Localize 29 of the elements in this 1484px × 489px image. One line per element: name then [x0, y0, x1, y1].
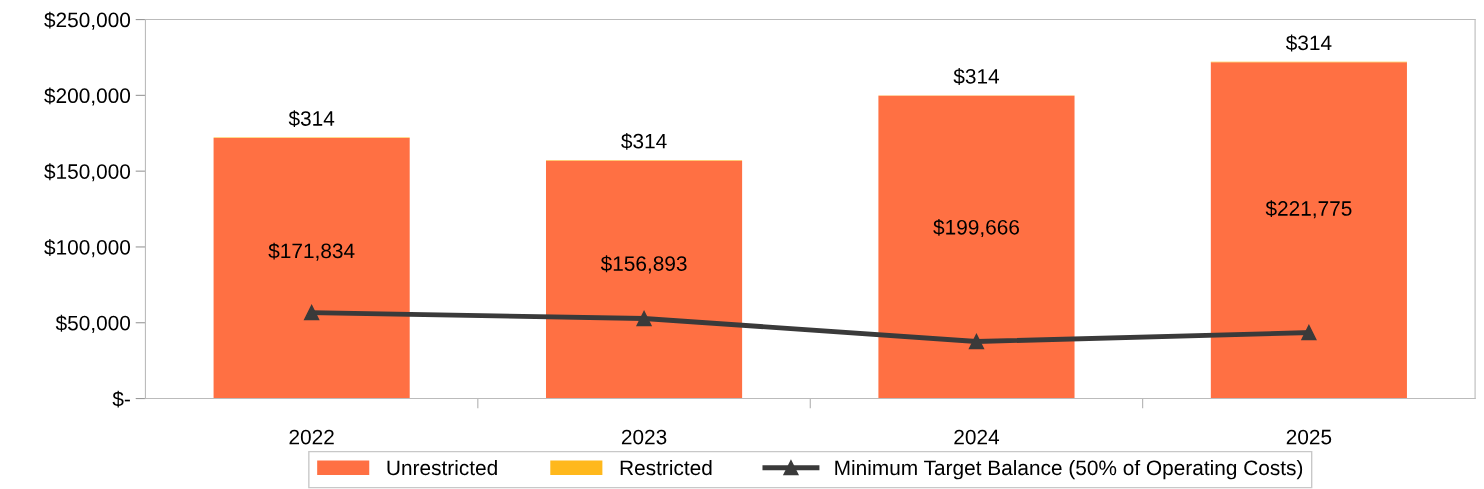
data-label: $314	[288, 110, 335, 128]
legend-label: Restricted	[620, 459, 712, 476]
y-tick-label: $50,000	[55, 314, 131, 333]
bar	[878, 95, 1075, 399]
data-label: $314	[1285, 34, 1332, 52]
x-tick-label: 2024	[954, 429, 1000, 445]
x-tick-label: 2023	[621, 429, 667, 445]
point	[968, 333, 985, 350]
x-tick-label: 2022	[289, 429, 334, 445]
bar	[213, 138, 410, 399]
data-label: $221,775	[1265, 200, 1352, 219]
bar	[545, 160, 743, 399]
y-tick-label: $200,000	[44, 87, 131, 106]
y-tick-label: $-	[112, 390, 130, 408]
legend-label: Unrestricted	[387, 459, 497, 476]
data-label: $314	[953, 68, 1000, 85]
bar	[1210, 62, 1407, 399]
y-tick-label: $100,000	[44, 239, 131, 258]
point	[636, 310, 652, 327]
point	[1301, 324, 1317, 341]
x-tick-label: 2025	[1286, 429, 1332, 445]
point	[304, 304, 320, 321]
data-label: $199,666	[933, 219, 1020, 238]
data-label: $156,893	[600, 255, 687, 274]
data-label: $171,834	[268, 242, 355, 261]
y-tick-label: $250,000	[44, 11, 131, 30]
legend-label: Minimum Target Balance (50% of Operating Costs)	[835, 459, 1303, 480]
data-label: $314	[621, 132, 667, 150]
y-tick-label: $150,000	[44, 163, 131, 182]
